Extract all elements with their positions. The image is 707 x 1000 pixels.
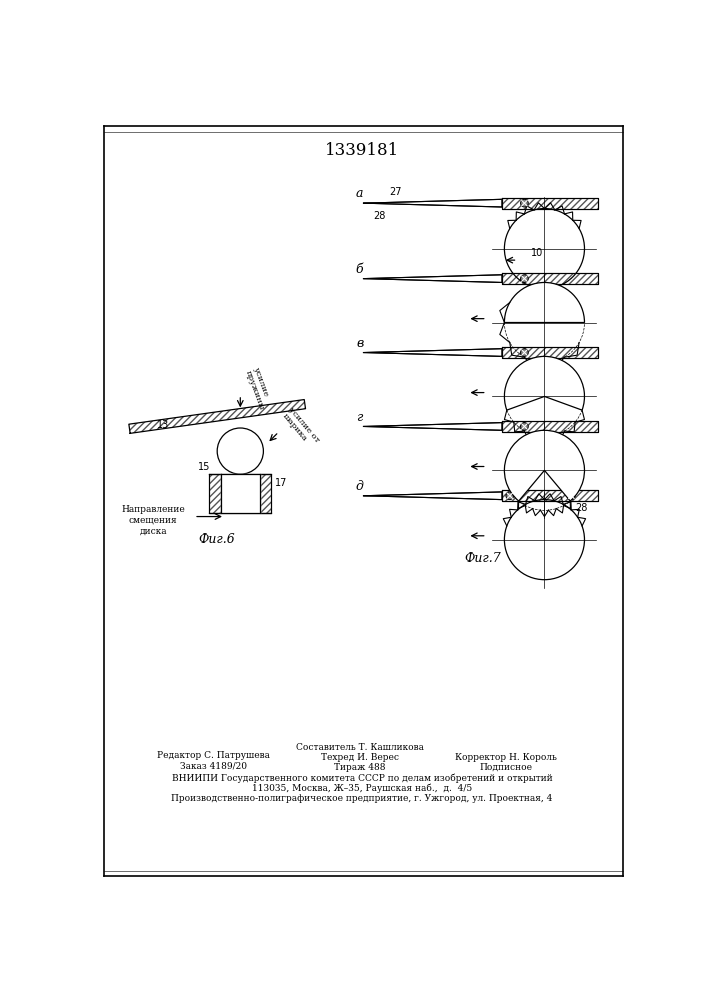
Bar (502, 198, 598, 209)
Text: усилие от
шарика: усилие от шарика (281, 406, 321, 450)
Circle shape (520, 349, 528, 356)
Bar (502, 490, 598, 501)
Text: усилие
пружины: усилие пружины (244, 366, 274, 411)
Text: Техред И. Верес: Техред И. Верес (321, 753, 399, 762)
Polygon shape (221, 474, 259, 513)
Bar (259, 474, 271, 513)
Text: 28: 28 (373, 211, 386, 221)
Text: Производственно-полиграфическое предприятие, г. Ужгород, ул. Проектная, 4: Производственно-полиграфическое предприя… (171, 794, 553, 803)
Text: Фиг.7: Фиг.7 (464, 552, 501, 565)
Text: Корректор Н. Король: Корректор Н. Король (455, 753, 557, 762)
Bar (502, 273, 598, 284)
Text: 27: 27 (389, 187, 402, 197)
Polygon shape (363, 199, 502, 207)
Bar (502, 490, 598, 501)
Text: в: в (356, 337, 363, 350)
Text: г: г (356, 411, 363, 424)
Bar (209, 474, 221, 513)
Text: 1339181: 1339181 (325, 142, 399, 159)
Text: 10: 10 (530, 248, 543, 258)
Polygon shape (129, 400, 305, 433)
Bar (502, 198, 598, 209)
Text: д: д (356, 480, 363, 493)
Text: 17: 17 (275, 478, 287, 488)
Circle shape (568, 492, 575, 500)
Wedge shape (504, 430, 585, 501)
Text: Редактор С. Патрушева: Редактор С. Патрушева (157, 751, 270, 760)
Bar (502, 273, 598, 284)
Text: Фиг.6: Фиг.6 (199, 533, 235, 546)
Text: а: а (356, 187, 363, 200)
Wedge shape (504, 356, 585, 410)
Polygon shape (363, 423, 502, 430)
Bar (502, 421, 598, 432)
Text: 15: 15 (198, 462, 210, 472)
Polygon shape (363, 275, 502, 282)
Polygon shape (363, 492, 502, 500)
Circle shape (520, 199, 528, 207)
Text: Тираж 488: Тираж 488 (334, 763, 385, 772)
Bar (502, 347, 598, 358)
Text: Направление
смещения
диска: Направление смещения диска (122, 506, 185, 535)
Text: б: б (356, 263, 363, 276)
Text: 113035, Москва, Ж–35, Раушская наб.,  д.  4/5: 113035, Москва, Ж–35, Раушская наб., д. … (252, 784, 472, 793)
Polygon shape (363, 349, 502, 356)
Bar (209, 474, 221, 513)
Bar (502, 421, 598, 432)
Bar (259, 474, 271, 513)
Bar (502, 347, 598, 358)
Text: 28: 28 (575, 503, 588, 513)
Wedge shape (504, 282, 585, 323)
Circle shape (506, 492, 514, 500)
Text: Подписное: Подписное (479, 763, 532, 772)
Circle shape (520, 423, 528, 430)
Text: 13: 13 (157, 420, 170, 430)
Text: Составитель Т. Кашликова: Составитель Т. Кашликова (296, 743, 423, 752)
Circle shape (520, 275, 528, 282)
Text: Заказ 4189/20: Заказ 4189/20 (180, 761, 247, 770)
Text: ВНИИПИ Государственного комитета СССР по делам изобретений и открытий: ВНИИПИ Государственного комитета СССР по… (172, 774, 552, 783)
